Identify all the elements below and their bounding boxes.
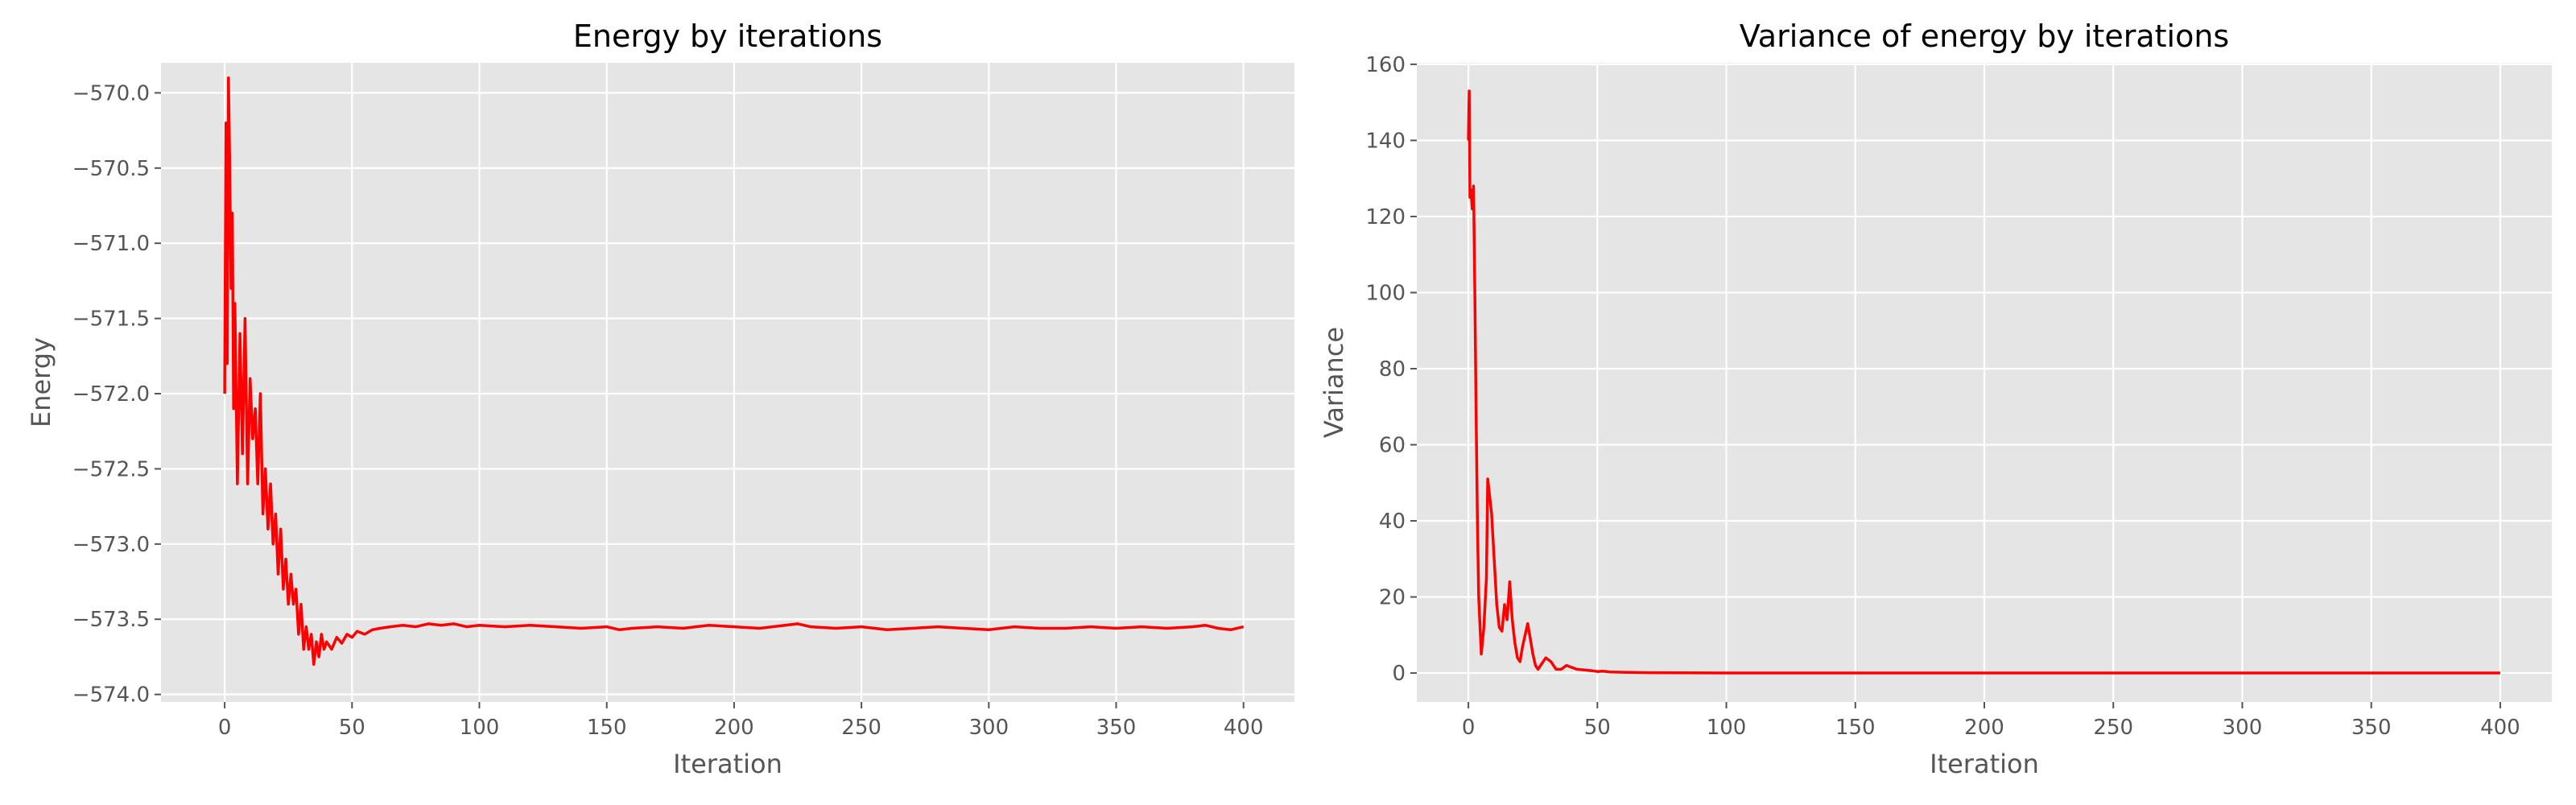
variance-series-line: [1467, 89, 2500, 675]
y-tick-label: −574.0: [72, 683, 150, 708]
y-tick-label: −571.5: [72, 308, 150, 332]
x-tick-label: 0: [1462, 716, 1476, 740]
x-tick-label: 200: [714, 716, 754, 740]
x-tick-label: 350: [2351, 716, 2392, 740]
x-tick-label: 300: [968, 716, 1009, 740]
x-tick-label: 100: [1707, 716, 1747, 740]
x-tick-label: 100: [460, 716, 500, 740]
y-tick-label: 140: [1365, 129, 1406, 153]
y-tick-label: 80: [1379, 357, 1406, 382]
x-tick-label: 400: [1224, 716, 1264, 740]
y-tick-label: −573.0: [72, 533, 150, 557]
y-tick-label: 100: [1365, 281, 1406, 305]
x-tick-label: 50: [1584, 716, 1611, 740]
energy-series-line: [223, 76, 1245, 667]
energy-y-axis-label: Energy: [26, 337, 56, 427]
y-tick-label: −572.0: [72, 382, 150, 407]
y-tick-label: 120: [1365, 205, 1406, 229]
y-tick-label: 20: [1379, 586, 1406, 610]
x-tick-label: 200: [1964, 716, 2004, 740]
energy-chart-title: Energy by iterations: [573, 19, 882, 54]
y-tick-label: −570.0: [72, 81, 150, 105]
energy-plot-area: [161, 63, 1294, 702]
y-tick-label: −573.5: [72, 608, 150, 632]
x-tick-label: 400: [2480, 716, 2520, 740]
y-tick-label: −570.5: [72, 157, 150, 181]
x-tick-label: 150: [1835, 716, 1876, 740]
variance-chart: 0 50 100 150 200 250 300 350 400 0 20 40 60 80 100 120 1…: [1319, 19, 2552, 779]
energy-grid: [161, 63, 1294, 702]
y-tick-label: −571.0: [72, 232, 150, 256]
x-tick-label: 0: [218, 716, 232, 740]
variance-ticks: 0 50 100 150 200 250 300 350 400 0 20 40 60 80 100 120 1…: [1365, 53, 2520, 740]
energy-ticks: 0 50 100 150 200 250 300 350 400 −574.0 −573.5 −573…: [72, 81, 1264, 740]
y-tick-label: 60: [1379, 434, 1406, 458]
x-tick-label: 250: [2093, 716, 2133, 740]
variance-x-axis-label: Iteration: [1930, 749, 2039, 779]
y-tick-label: 0: [1392, 662, 1406, 686]
y-tick-label: 40: [1379, 510, 1406, 534]
x-tick-label: 250: [841, 716, 881, 740]
y-tick-label: −572.5: [72, 457, 150, 481]
energy-chart: 0 50 100 150 200 250 300 350 400 −574.0 −573.5 −573…: [26, 19, 1294, 779]
x-tick-label: 350: [1096, 716, 1137, 740]
y-tick-label: 160: [1365, 53, 1406, 77]
variance-grid: [1417, 63, 2552, 702]
x-tick-label: 50: [339, 716, 365, 740]
variance-chart-title: Variance of energy by iterations: [1740, 19, 2229, 54]
x-tick-label: 300: [2223, 716, 2263, 740]
variance-y-axis-label: Variance: [1319, 327, 1349, 438]
x-tick-label: 150: [587, 716, 627, 740]
energy-x-axis-label: Iteration: [673, 749, 782, 779]
